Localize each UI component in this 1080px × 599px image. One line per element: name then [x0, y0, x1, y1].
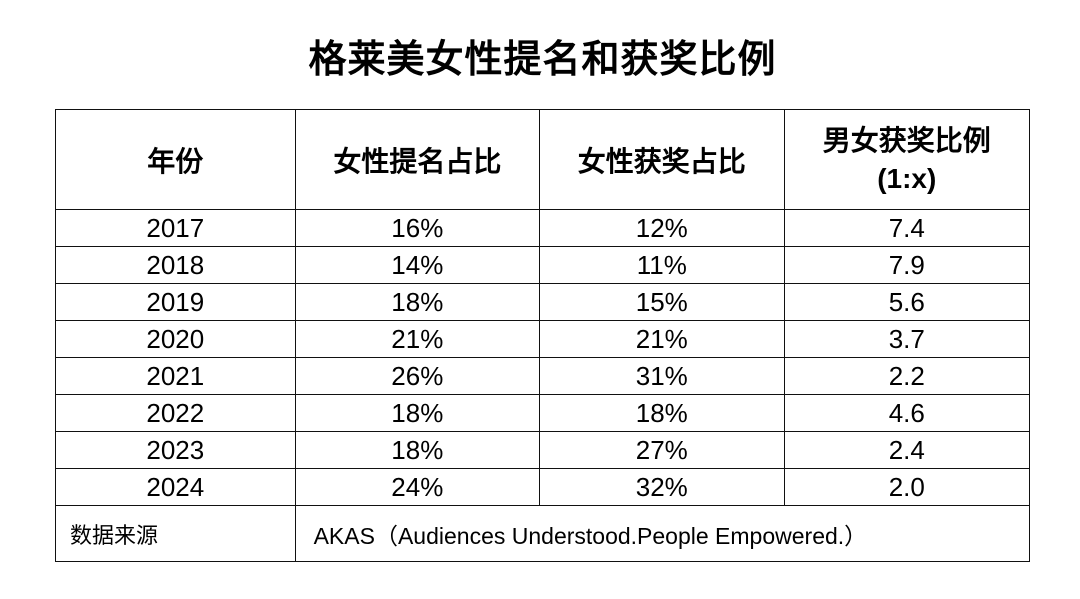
cell-win-pct: 11% — [539, 246, 785, 284]
cell-year: 2019 — [55, 283, 296, 321]
header-row: 年份 女性提名占比 女性获奖占比 男女获奖比例 (1:x) — [55, 109, 1031, 210]
cell-win-pct: 15% — [539, 283, 785, 321]
cell-win-pct: 31% — [539, 357, 785, 395]
source-value: AKAS（Audiences Understood.People Empower… — [294, 505, 1031, 562]
cell-year: 2024 — [55, 468, 296, 506]
cell-year: 2021 — [55, 357, 296, 395]
cell-nomination-pct: 18% — [294, 431, 541, 469]
header-male-female-ratio: 男女获奖比例 (1:x) — [783, 109, 1031, 210]
table-row: 2022 18% 18% 4.6 — [55, 394, 1031, 432]
cell-nomination-pct: 26% — [294, 357, 541, 395]
table-row: 2019 18% 15% 5.6 — [55, 283, 1031, 321]
table-row: 2024 24% 32% 2.0 — [55, 468, 1031, 506]
cell-nomination-pct: 21% — [294, 320, 541, 358]
table-row: 2017 16% 12% 7.4 — [55, 209, 1031, 247]
cell-win-pct: 21% — [539, 320, 785, 358]
cell-win-pct: 12% — [539, 209, 785, 247]
data-table: 年份 女性提名占比 女性获奖占比 男女获奖比例 (1:x) 2017 16% 1… — [55, 109, 1031, 562]
header-female-win-pct: 女性获奖占比 — [539, 109, 785, 210]
cell-win-pct: 27% — [539, 431, 785, 469]
table-row: 2023 18% 27% 2.4 — [55, 431, 1031, 469]
cell-ratio: 2.4 — [783, 431, 1031, 469]
cell-nomination-pct: 14% — [294, 246, 541, 284]
cell-win-pct: 32% — [539, 468, 785, 506]
source-row: 数据来源 AKAS（Audiences Understood.People Em… — [55, 505, 1031, 562]
header-year: 年份 — [55, 109, 296, 210]
cell-win-pct: 18% — [539, 394, 785, 432]
cell-nomination-pct: 18% — [294, 283, 541, 321]
cell-nomination-pct: 18% — [294, 394, 541, 432]
table-row: 2020 21% 21% 3.7 — [55, 320, 1031, 358]
cell-year: 2023 — [55, 431, 296, 469]
cell-ratio: 2.2 — [783, 357, 1031, 395]
source-label: 数据来源 — [55, 505, 296, 562]
cell-ratio: 7.4 — [783, 209, 1031, 247]
table-row: 2021 26% 31% 2.2 — [55, 357, 1031, 395]
cell-nomination-pct: 24% — [294, 468, 541, 506]
cell-year: 2017 — [55, 209, 296, 247]
cell-year: 2018 — [55, 246, 296, 284]
cell-ratio: 5.6 — [783, 283, 1031, 321]
header-female-nomination-pct: 女性提名占比 — [294, 109, 541, 210]
cell-ratio: 7.9 — [783, 246, 1031, 284]
cell-year: 2022 — [55, 394, 296, 432]
table-row: 2018 14% 11% 7.9 — [55, 246, 1031, 284]
cell-ratio: 4.6 — [783, 394, 1031, 432]
cell-nomination-pct: 16% — [294, 209, 541, 247]
cell-ratio: 3.7 — [783, 320, 1031, 358]
page-title: 格莱美女性提名和获奖比例 — [308, 39, 777, 81]
cell-year: 2020 — [55, 320, 296, 358]
cell-ratio: 2.0 — [783, 468, 1031, 506]
